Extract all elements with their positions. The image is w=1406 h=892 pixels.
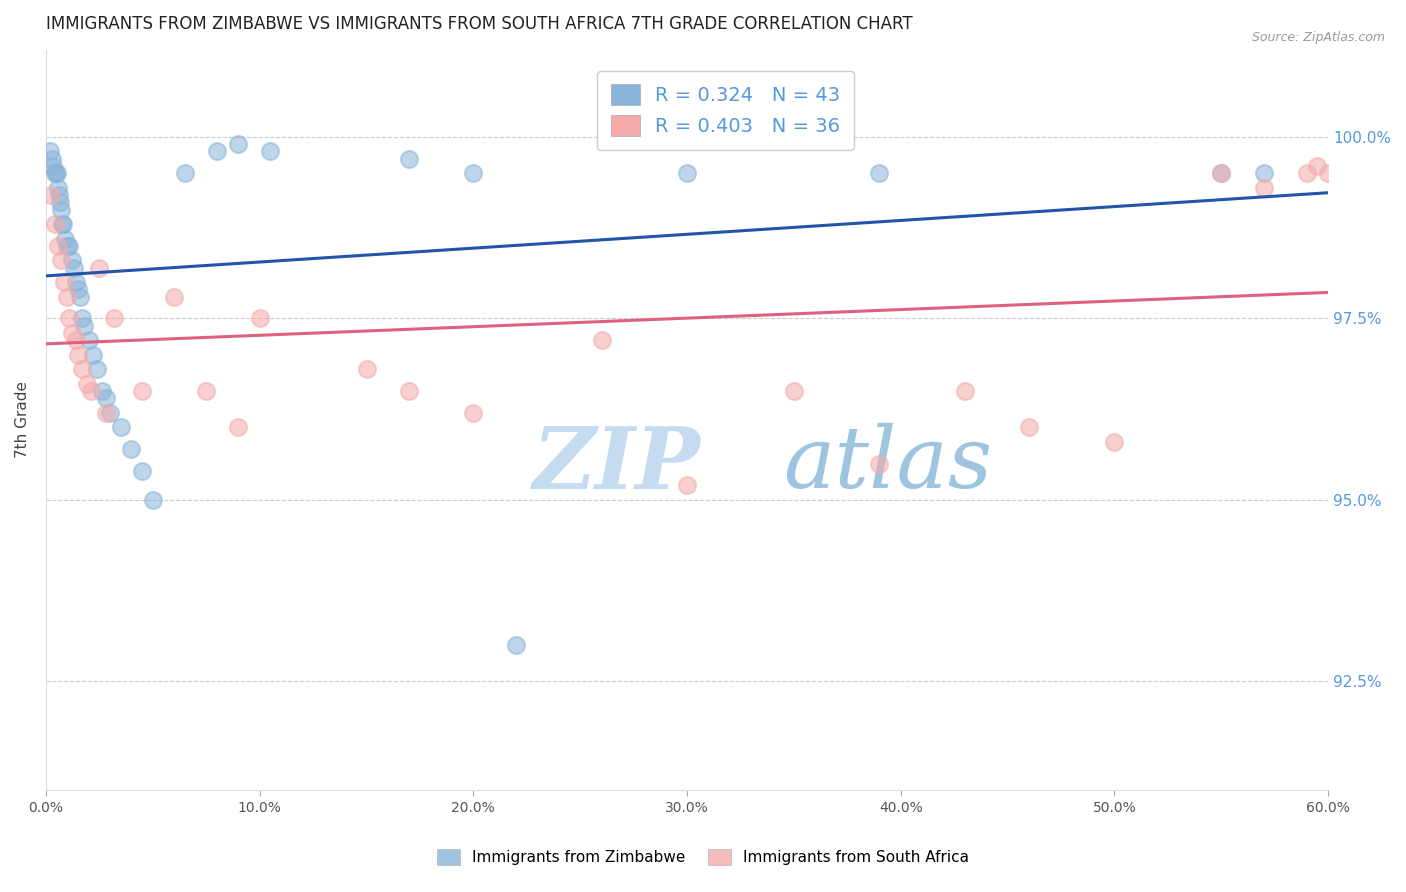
Point [66, 282, 89, 296]
Point [89, 260, 111, 275]
Point [65, 333, 87, 347]
Point [60, 253, 83, 268]
Point [463, 166, 485, 180]
Point [49, 195, 72, 210]
Point [1306, 159, 1329, 173]
Point [131, 384, 153, 398]
Point [45, 166, 67, 180]
Point [66, 348, 89, 362]
Point [1211, 166, 1233, 180]
Legend: R = 0.324   N = 43, R = 0.403   N = 36: R = 0.324 N = 43, R = 0.403 N = 36 [598, 70, 853, 150]
Point [1295, 166, 1317, 180]
Point [90, 384, 112, 398]
Point [249, 311, 271, 326]
Point [142, 492, 165, 507]
Point [676, 478, 699, 492]
Point [39, 145, 62, 159]
Point [163, 290, 186, 304]
Point [953, 384, 976, 398]
Point [49, 253, 72, 268]
Point [1253, 166, 1275, 180]
Point [46, 180, 69, 194]
Point [48, 188, 70, 202]
Point [259, 145, 281, 159]
Point [226, 420, 249, 434]
Point [868, 166, 890, 180]
Point [53, 231, 76, 245]
Point [73, 318, 96, 333]
Point [49, 202, 72, 217]
Point [56, 290, 79, 304]
Y-axis label: 7th Grade: 7th Grade [15, 382, 30, 458]
Point [463, 406, 485, 420]
Text: atlas: atlas [783, 423, 993, 506]
Point [98, 406, 121, 420]
Point [356, 362, 378, 376]
Point [103, 311, 125, 326]
Point [51, 217, 73, 231]
Point [676, 166, 699, 180]
Point [58, 239, 80, 253]
Point [46, 239, 69, 253]
Point [53, 275, 76, 289]
Point [77, 333, 100, 347]
Point [1253, 180, 1275, 194]
Point [205, 145, 228, 159]
Point [52, 217, 75, 231]
Point [1317, 166, 1340, 180]
Point [72, 311, 94, 326]
Point [69, 290, 91, 304]
Point [591, 333, 613, 347]
Point [195, 384, 218, 398]
Point [173, 166, 195, 180]
Point [868, 457, 890, 471]
Point [86, 362, 108, 376]
Point [65, 275, 87, 289]
Point [60, 326, 83, 340]
Point [42, 159, 65, 173]
Point [94, 391, 117, 405]
Point [39, 188, 62, 202]
Point [398, 384, 420, 398]
Point [80, 384, 103, 398]
Legend: Immigrants from Zimbabwe, Immigrants from South Africa: Immigrants from Zimbabwe, Immigrants fro… [430, 843, 976, 871]
Text: IMMIGRANTS FROM ZIMBABWE VS IMMIGRANTS FROM SOUTH AFRICA 7TH GRADE CORRELATION C: IMMIGRANTS FROM ZIMBABWE VS IMMIGRANTS F… [46, 15, 912, 33]
Point [45, 166, 67, 180]
Point [44, 166, 66, 180]
Point [110, 420, 132, 434]
Text: ZIP: ZIP [533, 423, 702, 506]
Point [226, 137, 249, 152]
Point [131, 464, 153, 478]
Point [62, 260, 84, 275]
Point [72, 362, 94, 376]
Point [94, 406, 117, 420]
Point [505, 638, 527, 652]
Point [1018, 420, 1040, 434]
Point [1104, 434, 1126, 449]
Text: Source: ZipAtlas.com: Source: ZipAtlas.com [1251, 31, 1385, 45]
Point [398, 152, 420, 166]
Point [58, 311, 80, 326]
Point [783, 384, 806, 398]
Point [76, 376, 98, 391]
Point [44, 217, 66, 231]
Point [1211, 166, 1233, 180]
Point [56, 239, 79, 253]
Point [120, 442, 142, 456]
Point [82, 348, 104, 362]
Point [41, 152, 63, 166]
